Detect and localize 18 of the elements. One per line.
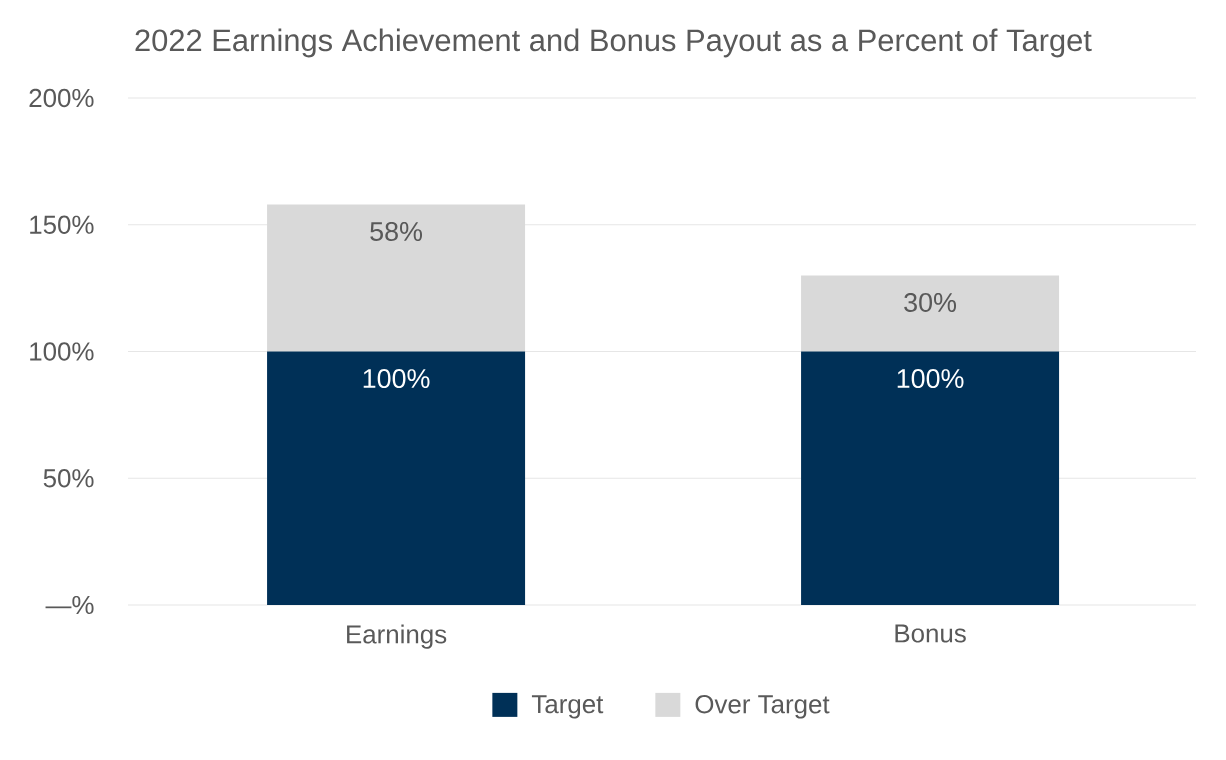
y-tick-label: 200%	[29, 88, 94, 108]
y-tick-label: —%	[45, 595, 94, 615]
chart-title: 2022 Earnings Achievement and Bonus Payout as a Percent of Target	[135, 28, 1092, 58]
bar	[801, 351, 1060, 605]
y-tick-label: 50%	[43, 469, 94, 488]
bar	[267, 204, 526, 352]
data-label: 30%	[904, 292, 957, 313]
y-tick-label: 100%	[30, 342, 94, 361]
data-label: 58%	[370, 221, 423, 242]
bar	[801, 275, 1060, 352]
data-label: 100%	[363, 369, 430, 389]
legend-label: Over Target	[695, 695, 830, 719]
x-tick-label: Earnings	[347, 624, 447, 649]
x-tick-label: Bonus	[895, 624, 966, 643]
bar	[267, 351, 526, 605]
legend-label: Target	[531, 695, 604, 719]
y-tick-label: 150%	[30, 215, 94, 234]
data-label: 100%	[897, 369, 964, 389]
